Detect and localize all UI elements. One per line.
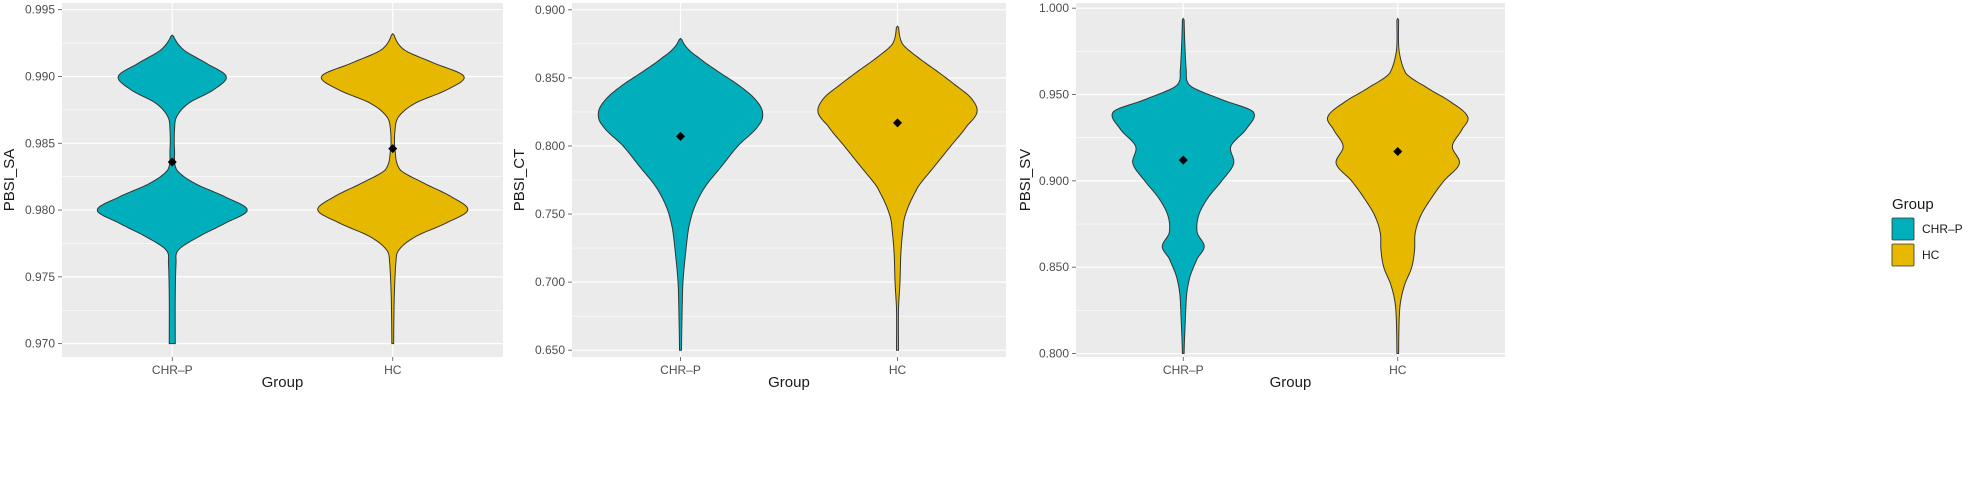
y-tick-label: 0.900 xyxy=(1039,174,1069,188)
legend-key-chr-p xyxy=(1891,217,1915,241)
legend: Group CHR–P HC xyxy=(1891,196,1963,267)
panel-pbsi-ct: 0.650 0.700 0.750 0.800 0.850 0.900 CHR–P HC Gro… xyxy=(511,3,1006,391)
y-tick-label: 0.995 xyxy=(25,3,55,17)
y-tick-label: 0.850 xyxy=(1039,260,1069,274)
x-tick-label: HC xyxy=(384,363,402,377)
legend-label-hc: HC xyxy=(1922,248,1940,262)
y-tick-label: 0.900 xyxy=(535,3,565,17)
legend-key-hc xyxy=(1891,243,1915,267)
violin-hc xyxy=(317,32,469,345)
y-tick-label: 0.990 xyxy=(25,69,55,83)
y-tick-label: 0.980 xyxy=(25,203,55,217)
y-tick-label: 0.700 xyxy=(535,275,565,289)
violin-chr-p xyxy=(96,34,248,345)
x-tick-label: HC xyxy=(889,363,907,377)
x-axis-title: Group xyxy=(768,374,810,391)
y-tick-label: 0.985 xyxy=(25,136,55,150)
y-axis-title: PBSI_SV xyxy=(1017,149,1034,212)
mean-marker-chr-p xyxy=(1178,155,1188,165)
mean-marker-hc xyxy=(893,118,902,128)
violin-chr-p xyxy=(1111,17,1255,355)
violin-hc xyxy=(817,25,978,351)
x-tick-label: CHR–P xyxy=(152,363,193,377)
x-tick-label: CHR–P xyxy=(1163,363,1204,377)
y-tick-label: 0.750 xyxy=(535,207,565,221)
violin-hc xyxy=(1326,17,1469,355)
x-tick-label: HC xyxy=(1389,363,1407,377)
y-axis-title: PBSI_SA xyxy=(1,149,18,212)
y-tick-label: 0.850 xyxy=(535,71,565,85)
y-tick-label: 0.800 xyxy=(535,139,565,153)
panel-pbsi-sa: 0.970 0.975 0.980 0.985 0.990 0.995 CHR–P HC Gro… xyxy=(1,3,503,391)
y-axis-title: PBSI_CT xyxy=(511,149,528,212)
y-tick-label: 1.000 xyxy=(1039,1,1069,15)
x-axis-title: Group xyxy=(1270,374,1312,391)
violin-chr-p xyxy=(597,37,764,351)
x-tick-label: CHR–P xyxy=(660,363,701,377)
y-tick-label: 0.970 xyxy=(25,337,55,351)
y-tick-label: 0.950 xyxy=(1039,88,1069,102)
panel-background xyxy=(62,3,503,357)
y-tick-label: 0.650 xyxy=(535,343,565,357)
y-tick-label: 0.975 xyxy=(25,270,55,284)
mean-marker-chr-p xyxy=(167,157,177,167)
mean-marker-hc xyxy=(1393,147,1403,157)
legend-title: Group xyxy=(1892,196,1934,213)
panel-pbsi-sv: 0.800 0.850 0.900 0.950 1.000 CHR–P HC Group PBS… xyxy=(1017,1,1505,391)
x-axis-title: Group xyxy=(262,374,304,391)
y-tick-label: 0.800 xyxy=(1039,347,1069,361)
legend-label-chr-p: CHR–P xyxy=(1922,222,1963,236)
mean-marker-hc xyxy=(388,144,398,154)
mean-marker-chr-p xyxy=(676,131,685,141)
